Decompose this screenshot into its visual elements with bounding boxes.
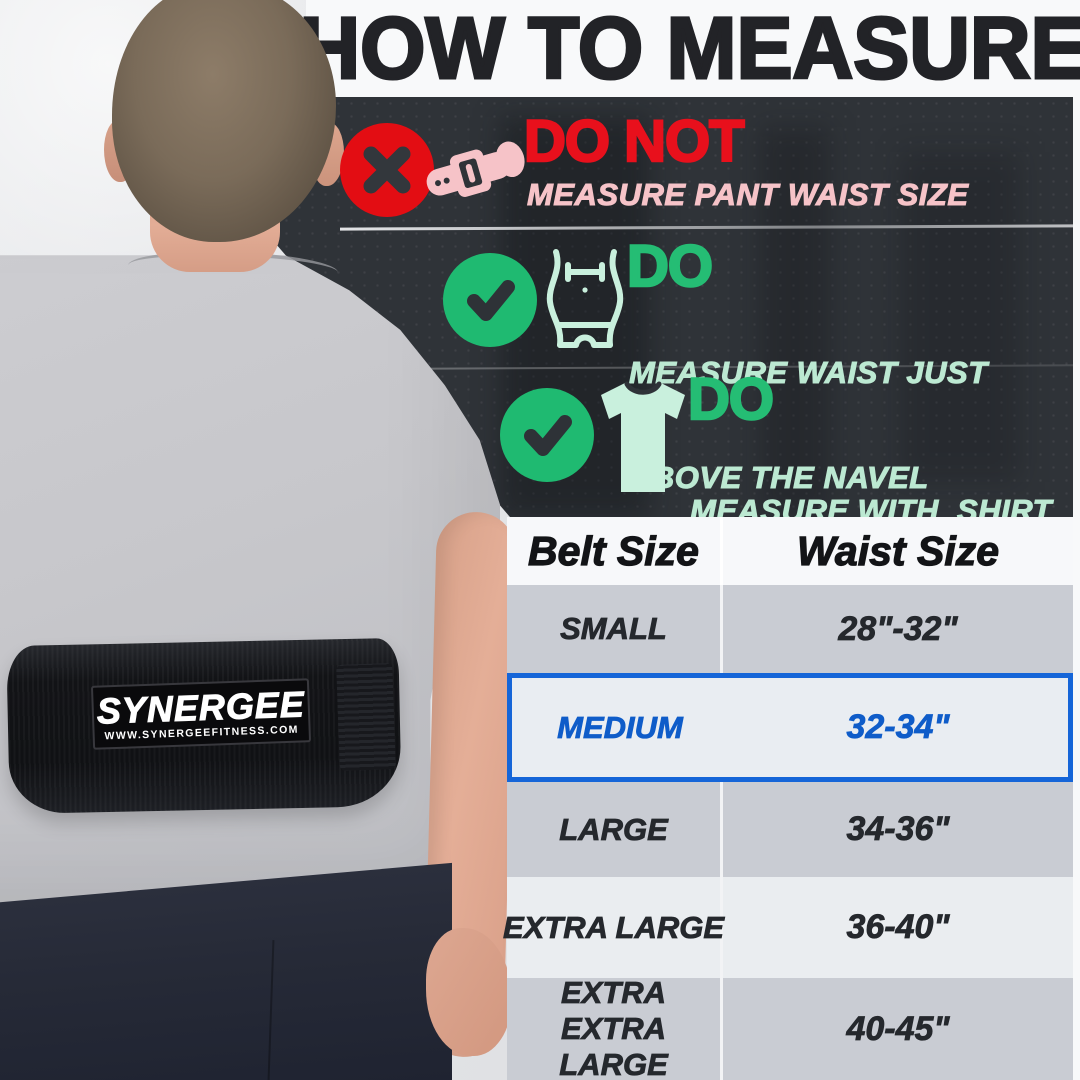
belt-velcro-strap: [336, 663, 396, 771]
table-row-large: LARGE 34-36": [507, 782, 1073, 877]
x-mark-icon: [340, 123, 434, 217]
belt-size-column-header: Belt Size: [527, 527, 699, 574]
check-mark-icon: [500, 388, 594, 482]
do-heading: DO: [687, 367, 776, 432]
size-table-header: Belt Size Waist Size: [507, 517, 1073, 585]
do-not-text: MEASURE PANT WAIST SIZE: [527, 177, 969, 213]
do-heading: DO: [626, 234, 715, 299]
belt-size-column-header-cell: Belt Size: [507, 517, 723, 585]
waist-size-value: 32-34": [846, 708, 950, 747]
belt-icon: [424, 128, 530, 225]
waist-size-value: 34-36": [846, 810, 950, 849]
model-arm: [422, 511, 518, 1058]
tshirt-icon: [597, 380, 689, 501]
model-hand: [426, 928, 512, 1056]
pants-seam: [267, 940, 275, 1080]
waist-size-value: 36-40": [846, 908, 950, 947]
brand-logo-text: SYNERGEE: [96, 682, 306, 732]
check-icon: [524, 415, 572, 456]
belt-size-label: MEDIUM: [557, 709, 684, 745]
waist-size-column-header: Waist Size: [796, 527, 1000, 574]
belt-size-label: EXTRA EXTRA LARGE: [559, 975, 668, 1080]
brand-website-text: WWW.SYNERGEEFITNESS.COM: [104, 723, 299, 742]
x-icon: [363, 146, 411, 194]
waist-icon: [541, 248, 629, 357]
belt-brand-patch: SYNERGEE WWW.SYNERGEEFITNESS.COM: [90, 678, 312, 750]
background-photo-shadow: [900, 152, 1020, 482]
do-not-heading: DO NOT: [523, 109, 746, 174]
do-waist-text: MEASURE WAIST JUST ABOVE THE NAVEL: [629, 285, 988, 565]
title-band: HOW TO MEASURE: [298, 0, 1080, 98]
belt-size-label: EXTRA LARGE: [502, 909, 725, 945]
table-row-extra-extra-large: EXTRA EXTRA LARGE 40-45": [507, 975, 1073, 1080]
belt-size-label: SMALL: [560, 611, 668, 647]
background-photo-shadow: [760, 127, 830, 517]
do-waist-line-1: MEASURE WAIST JUST: [629, 355, 988, 391]
belt-size-label: LARGE: [559, 811, 668, 847]
check-icon: [467, 280, 515, 321]
weightlifting-belt: [6, 637, 402, 815]
belt-webbing-texture: [6, 637, 402, 815]
waist-size-column-header-cell: Waist Size: [723, 527, 1073, 575]
model-pants: [0, 862, 452, 1080]
table-row-extra-large: EXTRA LARGE 36-40": [503, 877, 1073, 978]
table-row-small: SMALL 28"-32": [507, 585, 1073, 673]
waist-size-value: 40-45": [846, 1009, 950, 1048]
right-margin-strip: [1073, 97, 1080, 1080]
waist-size-value: 28"-32": [838, 609, 958, 648]
table-row-medium-highlighted: MEDIUM 32-34": [507, 673, 1073, 782]
page-title: HOW TO MEASURE: [298, 0, 1080, 98]
check-mark-icon: [443, 253, 537, 347]
